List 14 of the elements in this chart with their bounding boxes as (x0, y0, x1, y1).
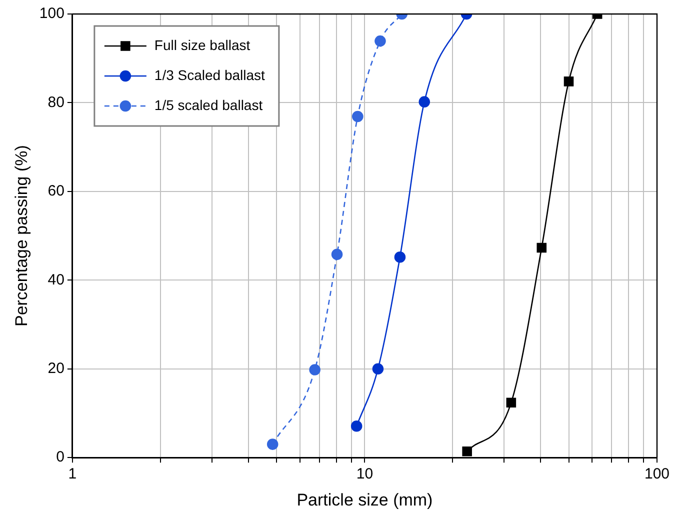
x-tick-label: 100 (644, 466, 670, 483)
y-tick-label: 100 (39, 5, 64, 22)
y-tick-label: 60 (48, 182, 64, 200)
y-tick-label: 80 (48, 94, 64, 111)
y-tick-label: 40 (48, 271, 64, 288)
legend-label: 1/5 scaled ballast (154, 96, 263, 113)
legend-label: 1/3 Scaled ballast (154, 66, 266, 83)
y-axis-title: Percentage passing (%) (12, 145, 31, 327)
y-tick-label: 20 (48, 360, 64, 378)
x-tick-label: 1 (68, 466, 77, 483)
legend-label: Full size ballast (154, 36, 250, 53)
y-tick-label: 0 (56, 448, 64, 466)
x-tick-label: 10 (356, 466, 374, 483)
x-axis-title: Particle size (mm) (296, 490, 433, 510)
